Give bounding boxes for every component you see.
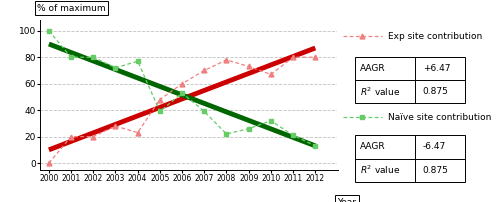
Text: $R^2$ value: $R^2$ value — [360, 85, 400, 98]
Text: +6.47: +6.47 — [423, 64, 450, 73]
Text: Year: Year — [338, 198, 356, 202]
Text: 0.875: 0.875 — [423, 87, 448, 96]
Text: AAGR: AAGR — [360, 142, 386, 152]
Bar — [355, 135, 466, 182]
Text: -6.47: -6.47 — [423, 142, 446, 152]
Bar — [355, 57, 466, 103]
Text: Naïve site contribution: Naïve site contribution — [388, 113, 492, 122]
Text: Exp site contribution: Exp site contribution — [388, 32, 482, 41]
Text: 0.875: 0.875 — [423, 166, 448, 175]
Text: % of maximum: % of maximum — [37, 4, 106, 13]
Text: $R^2$ value: $R^2$ value — [360, 164, 400, 176]
Text: AAGR: AAGR — [360, 64, 386, 73]
